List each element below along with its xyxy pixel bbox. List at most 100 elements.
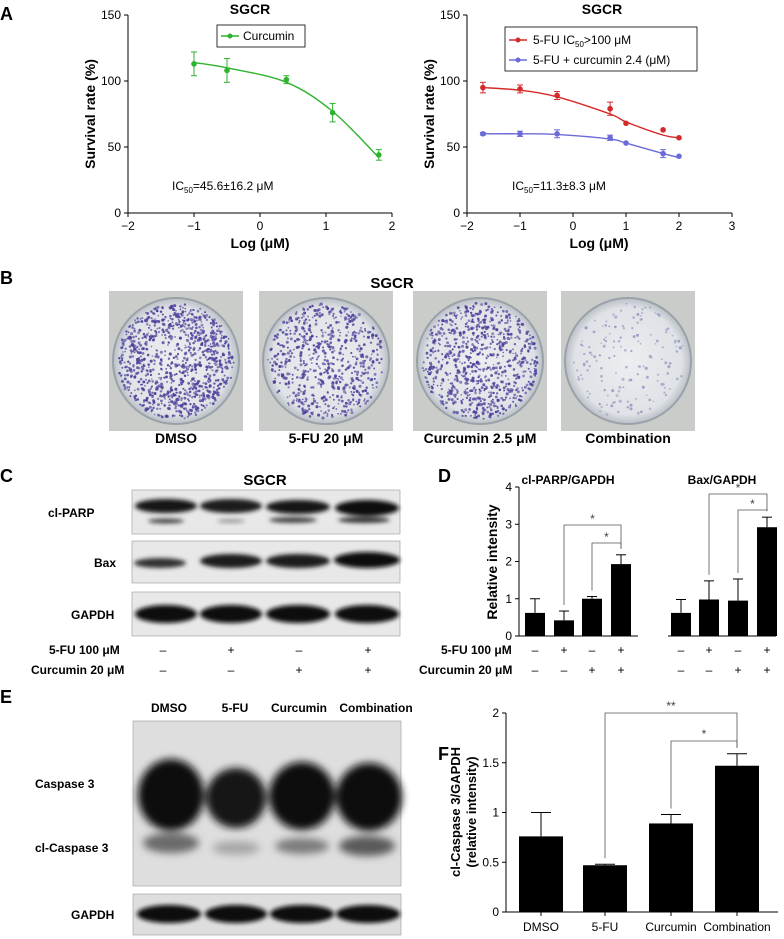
x-tick-label: −2 xyxy=(460,219,474,233)
colony xyxy=(302,345,305,348)
colony xyxy=(499,340,502,343)
colony xyxy=(163,404,166,407)
colony xyxy=(465,396,469,400)
colony xyxy=(347,314,351,318)
colony xyxy=(459,312,462,315)
colony xyxy=(174,336,176,338)
colony xyxy=(201,399,205,403)
colony xyxy=(498,345,501,348)
colony xyxy=(184,344,187,347)
colony xyxy=(608,332,611,335)
colony xyxy=(484,346,488,350)
colony xyxy=(498,385,500,388)
colony xyxy=(307,315,310,318)
colony xyxy=(201,313,203,315)
colony xyxy=(604,339,608,343)
colony xyxy=(218,362,222,366)
colony xyxy=(489,394,493,398)
colony xyxy=(146,372,149,375)
colony xyxy=(466,378,470,381)
colony xyxy=(193,332,196,334)
colony xyxy=(642,365,645,368)
x-tick-label: 0 xyxy=(257,219,264,233)
colony xyxy=(210,356,214,360)
colony xyxy=(224,358,227,361)
colony xyxy=(434,333,437,336)
colony xyxy=(442,402,445,406)
colony xyxy=(375,348,379,351)
colony xyxy=(338,375,341,378)
bar xyxy=(728,600,748,636)
colony xyxy=(319,383,323,386)
colony xyxy=(140,320,144,323)
colony xyxy=(167,357,171,360)
sign: + xyxy=(295,663,302,677)
colony xyxy=(505,392,509,396)
colony xyxy=(475,326,478,329)
legend-label-2: 5-FU + curcumin 2.4 (μM) xyxy=(533,53,670,67)
colony xyxy=(215,388,219,392)
colony xyxy=(277,389,281,393)
colony xyxy=(346,366,350,370)
colony xyxy=(470,414,472,417)
colony xyxy=(527,342,530,345)
colony xyxy=(451,384,455,388)
colony xyxy=(124,347,127,350)
panel-b-title: SGCR xyxy=(370,275,414,292)
colony xyxy=(505,314,508,317)
colony xyxy=(343,340,347,344)
colony xyxy=(311,316,314,319)
colony xyxy=(202,404,205,408)
colony xyxy=(427,383,430,386)
colony xyxy=(169,390,172,393)
colony xyxy=(330,362,333,365)
colony xyxy=(447,397,451,401)
colony xyxy=(171,400,175,404)
colony xyxy=(302,322,306,325)
colony xyxy=(359,361,363,365)
colony xyxy=(491,400,495,403)
colony xyxy=(332,362,335,366)
sign: + xyxy=(763,643,770,657)
bar xyxy=(611,564,631,636)
colony xyxy=(218,325,221,328)
colony xyxy=(510,336,513,339)
colony xyxy=(341,357,344,360)
colony xyxy=(193,391,196,394)
colony xyxy=(464,373,467,376)
colony xyxy=(188,312,191,315)
colony xyxy=(432,380,436,383)
colony xyxy=(284,362,287,366)
colony xyxy=(160,359,163,363)
colony xyxy=(186,371,189,374)
colony xyxy=(505,330,508,333)
colony xyxy=(667,365,671,369)
sign: – xyxy=(160,643,167,657)
colony xyxy=(521,347,524,350)
colony xyxy=(340,409,345,413)
data-point xyxy=(480,131,486,137)
colony xyxy=(491,318,494,322)
colony xyxy=(502,398,505,402)
colony xyxy=(211,359,213,361)
colony xyxy=(487,379,491,382)
bar xyxy=(583,865,627,912)
colony xyxy=(635,398,637,400)
colony xyxy=(463,361,466,364)
colony xyxy=(352,323,355,326)
colony xyxy=(188,399,190,402)
colony xyxy=(185,346,188,349)
group-title-bax: Bax/GAPDH xyxy=(688,473,757,487)
colony xyxy=(529,362,532,366)
colony xyxy=(178,384,181,387)
colony xyxy=(305,332,309,336)
colony xyxy=(493,347,496,351)
colony xyxy=(492,335,496,338)
sign: + xyxy=(734,663,741,677)
colony xyxy=(354,362,358,366)
colony xyxy=(454,388,457,390)
colony xyxy=(601,325,604,327)
colony xyxy=(194,368,198,371)
colony xyxy=(439,367,442,371)
fit-curve xyxy=(482,133,680,159)
